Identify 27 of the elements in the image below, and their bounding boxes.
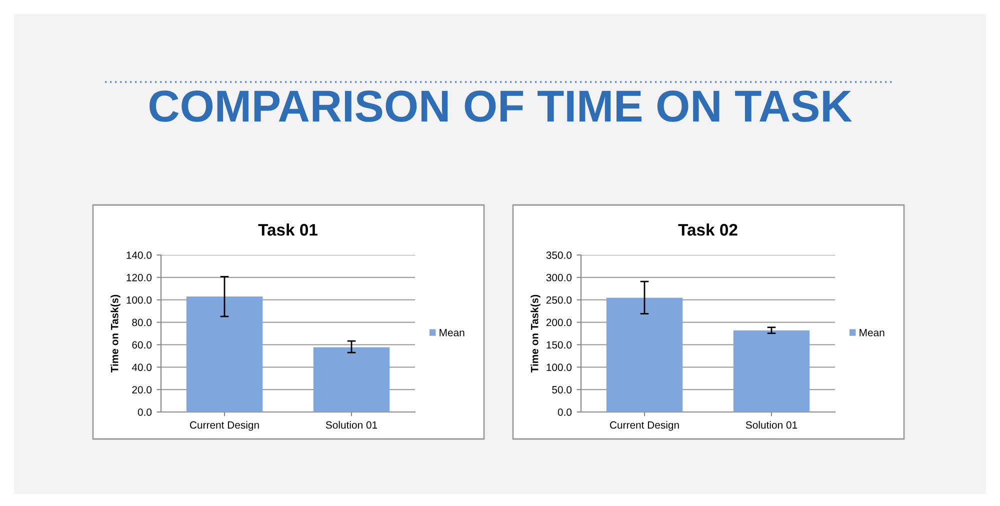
x-tick-label: Current Design	[610, 421, 679, 431]
chart-title: Task 01	[258, 223, 318, 236]
y-axis-title: Time on Task(s)	[530, 294, 540, 373]
y-tick-label: 60.0	[132, 341, 152, 349]
y-tick-label: 120.0	[126, 274, 152, 282]
y-tick-label: 50.0	[552, 386, 572, 394]
x-tick-label: Solution 01	[326, 421, 378, 429]
y-tick-label: 150.0	[546, 341, 572, 349]
y-tick-label: 0.0	[138, 408, 152, 416]
y-axis-title: Time on Task(s)	[110, 294, 120, 373]
y-tick-label: 80.0	[132, 318, 152, 326]
y-tick-label: 100.0	[126, 296, 152, 304]
x-tick-label: Current Design	[190, 421, 259, 431]
y-tick-label: 100.0	[546, 364, 572, 372]
y-tick-label: 200.0	[546, 318, 572, 326]
y-tick-label: 40.0	[132, 364, 152, 372]
legend-label: Mean	[440, 329, 464, 336]
text: COMPARISON OF TIME ON TASK	[150, 90, 852, 122]
y-tick-label: 20.0	[132, 386, 152, 394]
y-tick-label: 300.0	[546, 274, 572, 282]
y-tick-label: 0.0	[558, 408, 572, 416]
x-tick-label: Solution 01	[746, 421, 798, 429]
legend-label: Mean	[860, 329, 884, 336]
y-tick-label: 350.0	[546, 252, 572, 259]
y-tick-label: 140.0	[126, 252, 152, 259]
y-tick-label: 250.0	[546, 296, 572, 304]
chart-title: Task 02	[678, 223, 738, 236]
